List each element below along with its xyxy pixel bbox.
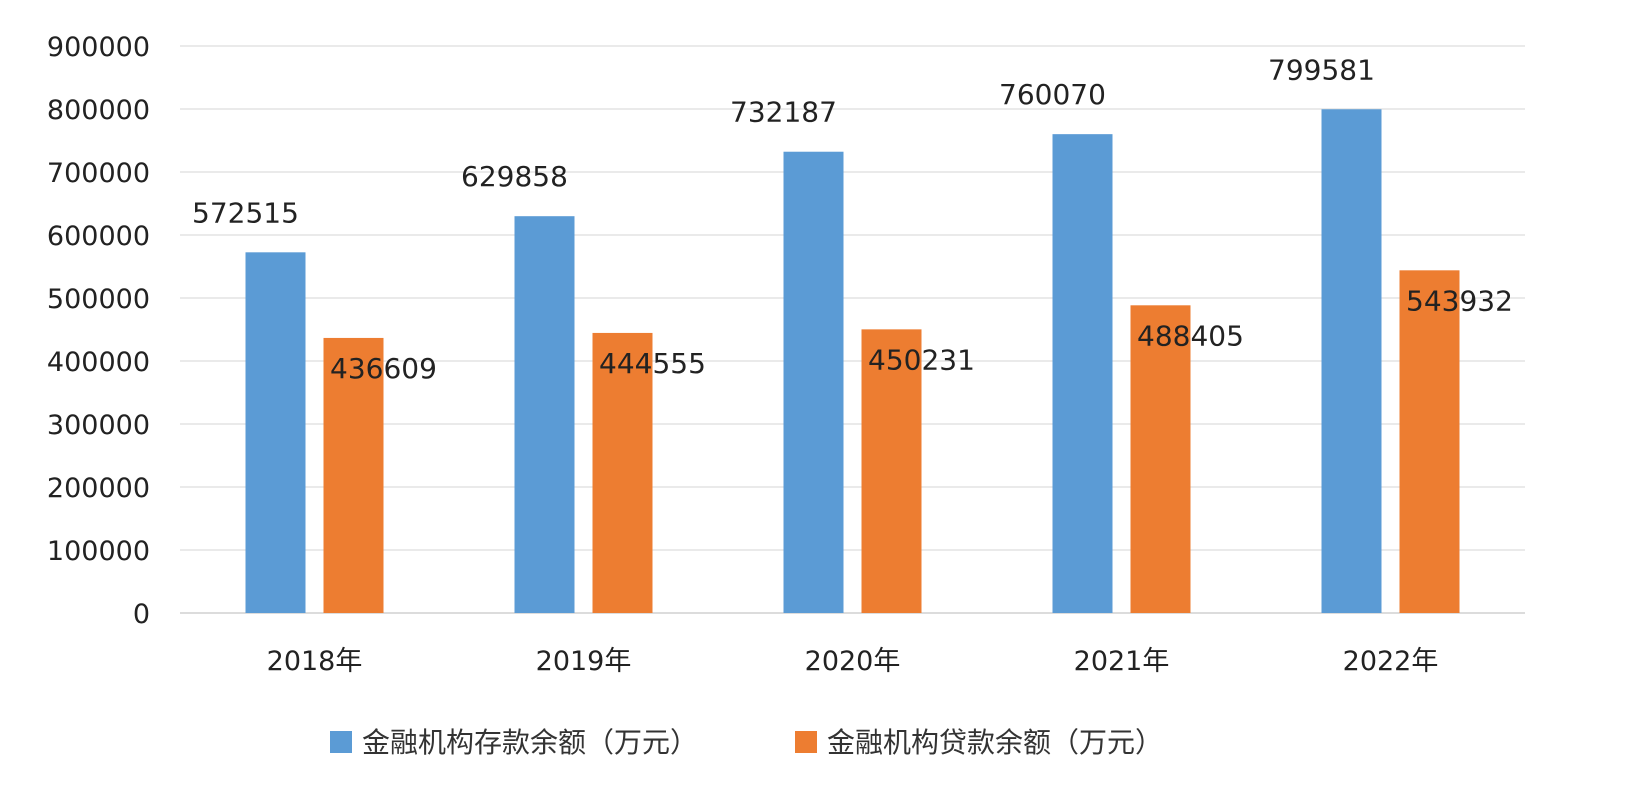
y-tick-label: 100000 — [47, 536, 150, 567]
data-label: 760070 — [999, 78, 1106, 111]
y-tick-label: 400000 — [47, 347, 150, 378]
data-labels: 572515 436609 629858 444555 732187 450231 7600… — [192, 53, 1513, 385]
data-label: 799581 — [1268, 53, 1375, 86]
data-label: 444555 — [599, 347, 706, 380]
data-label: 629858 — [461, 160, 568, 193]
bar-series1 — [514, 216, 575, 613]
data-label: 572515 — [192, 196, 299, 229]
data-label: 488405 — [1137, 319, 1244, 352]
y-tick-label: 900000 — [47, 32, 150, 63]
bar-series1 — [1321, 109, 1382, 613]
y-tick-label: 700000 — [47, 158, 150, 189]
legend-label: 金融机构贷款余额（万元） — [827, 726, 1163, 759]
y-tick-label: 0 — [133, 599, 150, 630]
gridlines — [180, 45, 1525, 614]
y-tick-label: 800000 — [47, 95, 150, 126]
x-category-label: 2018年 — [267, 646, 363, 677]
bar-series2 — [1399, 270, 1460, 613]
y-tick-label: 500000 — [47, 284, 150, 315]
bar-series2 — [323, 337, 384, 613]
y-axis-tick-labels: 0 100000 200000 300000 400000 500000 600000 700… — [47, 32, 150, 630]
legend: 金融机构存款余额（万元） 金融机构贷款余额（万元） — [330, 726, 1163, 759]
data-label: 732187 — [730, 96, 837, 129]
bar-series2 — [1130, 305, 1191, 613]
bar-series2 — [861, 329, 922, 613]
data-label: 450231 — [868, 343, 975, 376]
data-label: 436609 — [330, 352, 437, 385]
y-tick-label: 600000 — [47, 221, 150, 252]
bars — [245, 109, 1460, 614]
bar-series1 — [1052, 134, 1113, 614]
x-category-label: 2021年 — [1074, 646, 1170, 677]
bar-series1 — [783, 151, 844, 614]
x-category-label: 2020年 — [805, 646, 901, 677]
legend-swatch — [795, 731, 817, 753]
x-category-label: 2019年 — [536, 646, 632, 677]
legend-swatch — [330, 731, 352, 753]
x-category-label: 2022年 — [1343, 646, 1439, 677]
bar-series1 — [245, 252, 306, 613]
y-tick-label: 200000 — [47, 473, 150, 504]
bar-series2 — [592, 332, 653, 613]
x-axis-category-labels: 2018年 2019年 2020年 2021年 2022年 — [267, 646, 1439, 677]
data-label: 543932 — [1406, 284, 1513, 317]
legend-label: 金融机构存款余额（万元） — [362, 726, 698, 759]
y-tick-label: 300000 — [47, 410, 150, 441]
